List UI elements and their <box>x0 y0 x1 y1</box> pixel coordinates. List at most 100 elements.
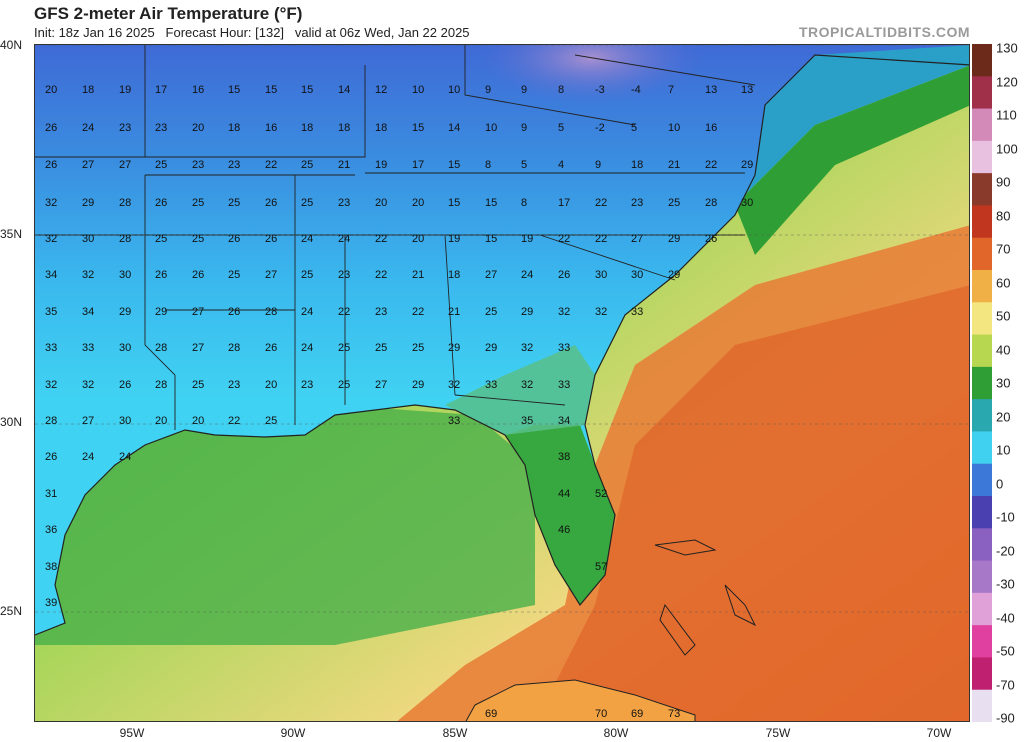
colorbar-swatch <box>972 44 992 77</box>
temperature-value: 20 <box>192 415 204 427</box>
temperature-value: 29 <box>155 306 167 318</box>
colorbar-label: -20 <box>996 543 1015 558</box>
temperature-value: 24 <box>521 269 533 281</box>
lon-label-75w: 75W <box>765 726 791 740</box>
temperature-value: 36 <box>45 524 57 536</box>
temperature-value: 33 <box>82 342 94 354</box>
temperature-value: 9 <box>485 84 491 96</box>
colorbar-label: 60 <box>996 275 1011 290</box>
colorbar-swatch <box>972 592 992 626</box>
temperature-value: 15 <box>485 197 497 209</box>
temperature-value: 21 <box>668 159 680 171</box>
temperature-value: 28 <box>265 306 277 318</box>
temperature-value: 32 <box>521 342 533 354</box>
gulf-cool-region <box>35 405 535 645</box>
temperature-value: 26 <box>705 233 717 245</box>
temperature-value: 33 <box>485 379 497 391</box>
temperature-value: 33 <box>558 379 570 391</box>
temperature-value: 20 <box>412 233 424 245</box>
temperature-value: 30 <box>631 269 643 281</box>
colorbar-label: -30 <box>996 576 1015 592</box>
lon-label-80w: 80W <box>603 726 629 740</box>
temperature-value: 32 <box>558 306 570 318</box>
temperature-value: 21 <box>448 306 460 318</box>
temperature-value: 18 <box>631 159 643 171</box>
temperature-value: 23 <box>301 379 313 391</box>
temperature-value: 13 <box>705 84 717 96</box>
brand-watermark[interactable]: TROPICALTIDBITS.COM <box>798 24 970 40</box>
temperature-value: 29 <box>668 233 680 245</box>
temperature-value: 10 <box>485 122 497 134</box>
bahamas-island <box>654 539 717 556</box>
colorbar-swatch <box>972 334 992 368</box>
temperature-value: 26 <box>192 269 204 281</box>
map-title: GFS 2-meter Air Temperature (°F) <box>34 4 303 23</box>
colorbar-swatch <box>972 625 992 658</box>
colorbar-swatch <box>972 108 992 142</box>
temperature-value: 27 <box>82 415 94 427</box>
temperature-value: 25 <box>192 233 204 245</box>
temperature-value: 15 <box>228 84 240 96</box>
colorbar-label: 40 <box>996 342 1011 357</box>
temperature-value: 7 <box>668 84 674 96</box>
colorbar-swatch <box>972 399 992 432</box>
colorbar-label: -90 <box>996 710 1015 726</box>
lon-label-85w: 85W <box>442 726 468 740</box>
temperature-value: 24 <box>82 451 94 463</box>
colorbar-label: 100 <box>996 141 1018 156</box>
temperature-value: 16 <box>265 122 277 134</box>
map-subtitle: Init: 18z Jan 16 2025 Forecast Hour: [13… <box>34 25 470 40</box>
lat-label-25n: 25N <box>0 604 23 618</box>
temperature-value: 29 <box>485 342 497 354</box>
temperature-value: 25 <box>668 197 680 209</box>
temperature-value: 19 <box>119 84 131 96</box>
bahamas-island <box>724 584 757 627</box>
temperature-value: 25 <box>412 342 424 354</box>
georgia-coast-region <box>445 345 595 435</box>
temperature-value: 12 <box>375 84 387 96</box>
temperature-value: 46 <box>558 524 570 536</box>
temperature-value: 23 <box>228 159 240 171</box>
temperature-value: 14 <box>448 122 460 134</box>
temperature-value: 29 <box>82 197 94 209</box>
atlantic-hot-region <box>536 285 969 721</box>
temperature-value: 22 <box>595 197 607 209</box>
temperature-value: 26 <box>265 233 277 245</box>
temperature-value: 14 <box>338 84 350 96</box>
temperature-value: 32 <box>595 306 607 318</box>
colorbar-swatches <box>972 44 992 723</box>
colorbar-label: 20 <box>996 409 1011 424</box>
temperature-value: -4 <box>631 84 641 96</box>
colorbar-swatch <box>972 431 992 465</box>
temperature-value: 69 <box>485 708 497 720</box>
temperature-value: 17 <box>155 84 167 96</box>
temperature-value: 25 <box>485 306 497 318</box>
temperature-value: 17 <box>412 159 424 171</box>
temperature-map: 20 18 19 17 16 15 15 15 14 12 10 10 9 9 8 -3 -4 7 13 13 26 24… <box>34 44 970 722</box>
lon-label-90w: 90W <box>280 726 306 740</box>
temperature-value: 27 <box>485 269 497 281</box>
temperature-value: 15 <box>448 197 460 209</box>
temperature-value: 25 <box>228 269 240 281</box>
temperature-value: 23 <box>228 379 240 391</box>
cold-air-region <box>415 45 735 175</box>
temperature-value: 8 <box>521 197 527 209</box>
temperature-value: 8 <box>558 84 564 96</box>
temperature-value: 29 <box>448 342 460 354</box>
colorbar-label: 110 <box>996 107 1017 123</box>
temperature-value: 18 <box>228 122 240 134</box>
temperature-value: 27 <box>375 379 387 391</box>
temperature-value: 10 <box>412 84 424 96</box>
temperature-value: 26 <box>155 269 167 281</box>
temperature-value: 23 <box>192 159 204 171</box>
temperature-value: 25 <box>301 159 313 171</box>
temperature-value: 22 <box>558 233 570 245</box>
lat-label-30n: 30N <box>0 415 23 429</box>
lon-label-95w: 95W <box>119 726 145 740</box>
temperature-value: 32 <box>82 269 94 281</box>
temperature-value: 20 <box>412 197 424 209</box>
temperature-value: 24 <box>301 342 313 354</box>
temperature-value: 28 <box>119 233 131 245</box>
temperature-value: 18 <box>448 269 460 281</box>
colorbar-swatch <box>972 560 992 594</box>
